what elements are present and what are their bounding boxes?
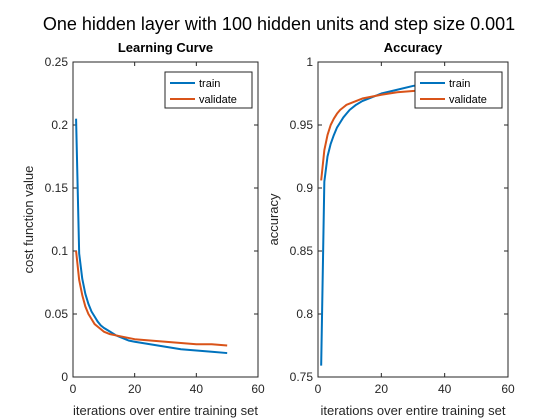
- plot1-legend-label-train: train: [199, 78, 220, 90]
- plot1-legend-label-validate: validate: [199, 94, 237, 106]
- plot1-xtick-label: 60: [251, 382, 265, 396]
- plot2-legend-box: [414, 71, 503, 109]
- plot2-legend: train validate: [414, 71, 503, 109]
- plot2-legend-label-validate: validate: [449, 94, 487, 106]
- plot1-xlabel: iterations over entire training set: [73, 403, 258, 418]
- plot1-legend-box: [164, 71, 253, 109]
- plot1-ytick-label: 0.1: [51, 244, 68, 258]
- plot1-ytick-label: 0.05: [45, 307, 69, 321]
- plot2-xtick-label: 0: [315, 382, 322, 396]
- plot1-ytick-label: 0.2: [51, 118, 68, 132]
- plot2-xlabel: iterations over entire training set: [321, 403, 506, 418]
- plot1-xtick-label: 0: [70, 382, 77, 396]
- plot2-ytick-label: 0.75: [290, 370, 314, 384]
- plot2-xtick-label: 60: [501, 382, 515, 396]
- plot1-axes: 0 20 40 60 0 0.05 0.1 0.15 0.2 0.25 Learning Curve…: [21, 40, 265, 418]
- plot2-xtick-label: 40: [438, 382, 452, 396]
- plot2-axes-frame: [317, 61, 509, 378]
- plot1-xtick-label: 40: [190, 382, 204, 396]
- plot2-axes: 0 20 40 60 0.75 0.8 0.85 0.9 0.95 1 Accuracy iterat…: [266, 40, 515, 418]
- plot2-ylabel: accuracy: [266, 193, 281, 246]
- plot1-series-line-train: [75, 118, 228, 355]
- plot2-ytick-label: 0.9: [296, 181, 313, 195]
- plot2-xtick-label: 20: [375, 382, 389, 396]
- figure-suptitle: One hidden layer with 100 hidden units a…: [43, 14, 515, 34]
- plot1-axes-frame: [72, 61, 259, 378]
- plot1-legend: train validate: [164, 71, 253, 109]
- plot2-title: Accuracy: [384, 40, 443, 55]
- plot1-xtick-label: 20: [128, 382, 142, 396]
- plot1-series-line-validate: [75, 250, 228, 347]
- plot1-ytick-label: 0: [61, 370, 68, 384]
- plot2-ytick-label: 0.85: [290, 244, 314, 258]
- plots-container: 0 20 40 60 0 0.05 0.1 0.15 0.2 0.25 Learning Curve…: [21, 40, 515, 418]
- plot2-legend-label-train: train: [449, 78, 470, 90]
- plot1-ytick-label: 0.15: [45, 181, 69, 195]
- plot2-ytick-label: 0.8: [296, 307, 313, 321]
- plot1-ytick-label: 0.25: [45, 55, 69, 69]
- plot2-ytick-label: 1: [306, 55, 313, 69]
- plot2-ytick-label: 0.95: [290, 118, 314, 132]
- plot1-ylabel: cost function value: [21, 166, 36, 274]
- plot1-title: Learning Curve: [118, 40, 213, 55]
